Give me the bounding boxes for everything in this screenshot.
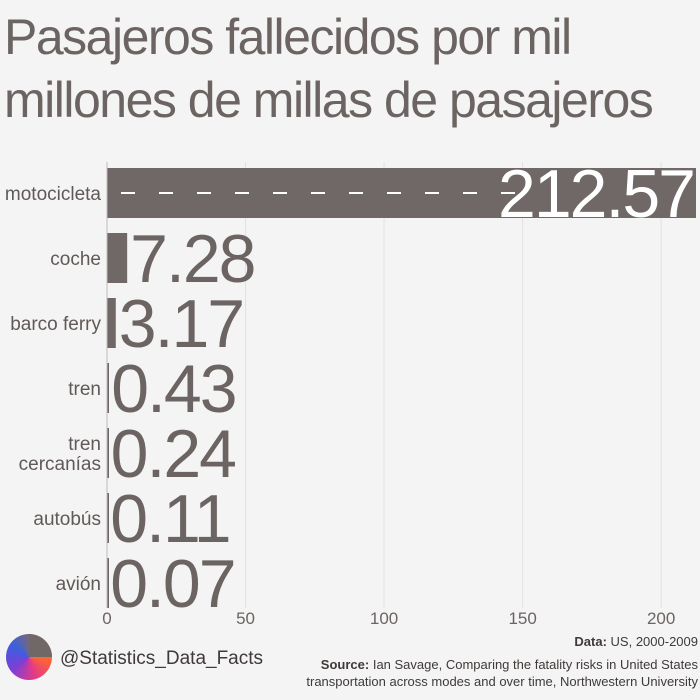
category-label: tren <box>68 379 101 400</box>
value-label: 212.57 <box>498 156 694 232</box>
x-tick-label: 50 <box>236 609 255 628</box>
value-label: 0.11 <box>110 481 229 557</box>
bar-chart: 0 50 100 150 200 motocicleta coche barco ferry t… <box>5 156 696 628</box>
value-label: 3.17 <box>119 286 243 362</box>
bar <box>107 493 109 543</box>
category-label: motocicleta <box>5 184 102 205</box>
bar <box>107 363 109 413</box>
author-handle: @Statistics_Data_Facts <box>60 648 264 669</box>
category-label: barco ferry <box>10 314 101 335</box>
chart-title: Pasajeros fallecidos por mil millones de… <box>4 9 654 128</box>
source-note: Source: Ian Savage, Comparing the fatali… <box>268 656 698 690</box>
x-tick-label: 100 <box>370 609 398 628</box>
data-note-text: US, 2000-2009 <box>610 634 698 649</box>
bar <box>107 558 109 608</box>
value-label: 0.43 <box>111 351 235 427</box>
bar <box>107 428 109 478</box>
logo-icon <box>6 634 52 680</box>
source-note-text: Ian Savage, Comparing the fatality risks… <box>306 657 698 689</box>
value-label: 0.24 <box>111 416 236 492</box>
category-label: avión <box>56 574 101 595</box>
category-label: tren cercanías <box>19 434 101 475</box>
data-note-label: Data: <box>574 634 607 649</box>
source-note-label: Source: <box>320 657 370 672</box>
value-label: 0.07 <box>110 546 234 622</box>
data-note: Data: US, 2000-2009 <box>574 634 698 649</box>
x-tick-label: 200 <box>647 609 675 628</box>
x-tick-label: 150 <box>508 609 536 628</box>
value-label: 7.28 <box>130 221 254 297</box>
category-label: coche <box>50 249 101 270</box>
bar <box>107 233 128 283</box>
category-label: autobús <box>33 509 101 530</box>
x-tick-label: 0 <box>102 609 111 628</box>
bar <box>107 298 116 348</box>
